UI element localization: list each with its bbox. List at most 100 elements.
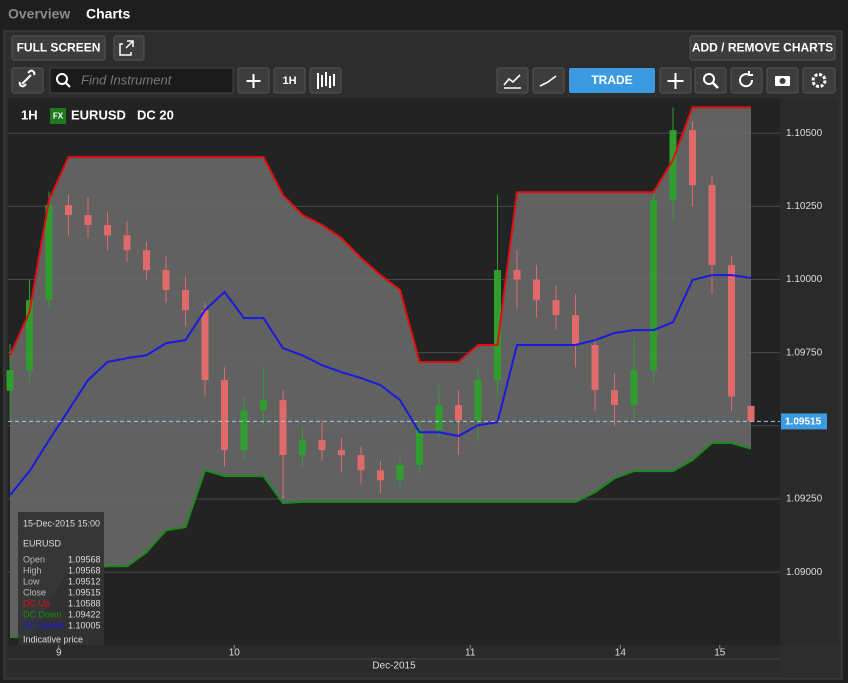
draw-button[interactable] bbox=[532, 67, 565, 94]
candle-body bbox=[455, 405, 462, 421]
y-tick-label: 1.09750 bbox=[786, 347, 823, 358]
x-tick-label: 11 bbox=[465, 648, 476, 659]
indicator-button[interactable] bbox=[496, 67, 529, 94]
x-tick-label: 14 bbox=[615, 648, 627, 659]
candle-body bbox=[104, 225, 111, 236]
x-tick-label: 9 bbox=[56, 648, 62, 659]
candle-body bbox=[377, 470, 384, 481]
candle-body bbox=[396, 465, 404, 481]
candle-body bbox=[747, 405, 755, 422]
candle-body bbox=[728, 265, 735, 397]
indicator-line bbox=[10, 442, 752, 639]
tooltip-row-value: 1.09515 bbox=[68, 587, 101, 597]
settings-button[interactable] bbox=[802, 67, 836, 94]
chart: 1.090001.092501.095001.097501.100001.102… bbox=[6, 106, 827, 672]
icon bbox=[65, 82, 71, 88]
candle-body bbox=[123, 235, 131, 251]
icon bbox=[317, 72, 335, 89]
tab-active[interactable]: Charts bbox=[86, 6, 131, 22]
tooltip-footer: Indicative price bbox=[23, 634, 83, 644]
candle-body bbox=[260, 400, 267, 411]
trade-button[interactable] bbox=[569, 68, 655, 93]
tooltip-indicator-value: 1.09422 bbox=[68, 609, 101, 619]
candle-body bbox=[533, 279, 540, 301]
badge-label: FX bbox=[53, 112, 64, 121]
x-tick-label: 10 bbox=[229, 648, 241, 659]
symbol-label: EURUSD bbox=[71, 107, 126, 122]
candle-body bbox=[318, 440, 326, 451]
tooltip-box bbox=[18, 512, 104, 645]
candle-body bbox=[26, 300, 33, 371]
y-tick-label: 1.10500 bbox=[786, 128, 823, 139]
icon bbox=[779, 78, 786, 84]
tooltip-row-value: 1.09512 bbox=[68, 576, 101, 586]
candle-body bbox=[474, 380, 482, 421]
search-placeholder: Find Instrument bbox=[81, 72, 173, 87]
chart-legend: 1H FX EURUSD DC 20 bbox=[21, 107, 174, 124]
button-label: TRADE bbox=[591, 73, 632, 87]
candle-body bbox=[552, 300, 560, 316]
x-tick-label: 15 bbox=[714, 648, 726, 659]
icon bbox=[712, 82, 719, 89]
interval-button[interactable] bbox=[273, 67, 306, 94]
icon bbox=[119, 40, 134, 56]
candle-body bbox=[240, 410, 248, 451]
candle-body bbox=[611, 390, 618, 406]
tooltip-row-label: Open bbox=[23, 554, 45, 564]
search-input[interactable] bbox=[49, 67, 234, 94]
indicator-line bbox=[9, 106, 751, 363]
candle-body bbox=[669, 130, 677, 201]
icon bbox=[703, 73, 715, 85]
candle-body bbox=[162, 270, 170, 290]
candle-body bbox=[357, 455, 365, 471]
candle-body bbox=[201, 310, 209, 381]
candle-body bbox=[6, 370, 14, 391]
y-axis-area bbox=[780, 98, 838, 645]
refresh-button[interactable] bbox=[730, 67, 763, 94]
icon bbox=[56, 73, 68, 85]
candle-body bbox=[65, 205, 72, 216]
y-tick-label: 1.09250 bbox=[786, 494, 823, 505]
icon bbox=[811, 73, 827, 88]
channel-fill bbox=[10, 107, 751, 638]
button[interactable] bbox=[689, 35, 836, 61]
icon bbox=[503, 74, 521, 89]
candle-body bbox=[650, 200, 657, 371]
popout-button[interactable] bbox=[113, 35, 145, 61]
icon bbox=[739, 71, 754, 88]
zoom-button[interactable] bbox=[694, 67, 727, 94]
badge bbox=[50, 108, 66, 124]
candle-body bbox=[708, 185, 716, 266]
tooltip-indicator-label: DC Up bbox=[23, 598, 50, 608]
candle-body bbox=[416, 430, 423, 466]
current-price-label: 1.09515 bbox=[785, 417, 822, 428]
interval-label: 1H bbox=[21, 107, 38, 122]
y-tick-label: 1.10000 bbox=[786, 274, 823, 285]
candle-body bbox=[689, 130, 696, 186]
candle-body bbox=[494, 270, 501, 381]
candle-body bbox=[182, 289, 189, 311]
button[interactable] bbox=[11, 35, 106, 61]
button-label: FULL SCREEN bbox=[17, 41, 101, 55]
icon bbox=[667, 73, 684, 89]
button-label: ADD / REMOVE CHARTS bbox=[692, 41, 833, 55]
candle-body bbox=[435, 405, 443, 431]
link-button[interactable] bbox=[11, 67, 44, 94]
tooltip-indicator-label: DC Middle bbox=[23, 620, 65, 630]
candle-body bbox=[279, 400, 287, 456]
icon bbox=[539, 75, 557, 87]
tooltip-row-value: 1.09568 bbox=[68, 554, 101, 564]
button-label: 1H bbox=[282, 75, 296, 87]
candle-body bbox=[591, 345, 599, 391]
indicator-line bbox=[9, 274, 752, 496]
icon bbox=[18, 69, 36, 88]
candle-body bbox=[143, 250, 150, 271]
tooltip-indicator-label: DC Down bbox=[23, 609, 62, 619]
candle-body bbox=[84, 215, 92, 226]
candle-body bbox=[221, 380, 228, 451]
tooltip-time: 15-Dec-2015 15:00 bbox=[23, 518, 100, 528]
tooltip-indicator-value: 1.10005 bbox=[68, 620, 101, 630]
tab[interactable]: Overview bbox=[8, 6, 70, 22]
